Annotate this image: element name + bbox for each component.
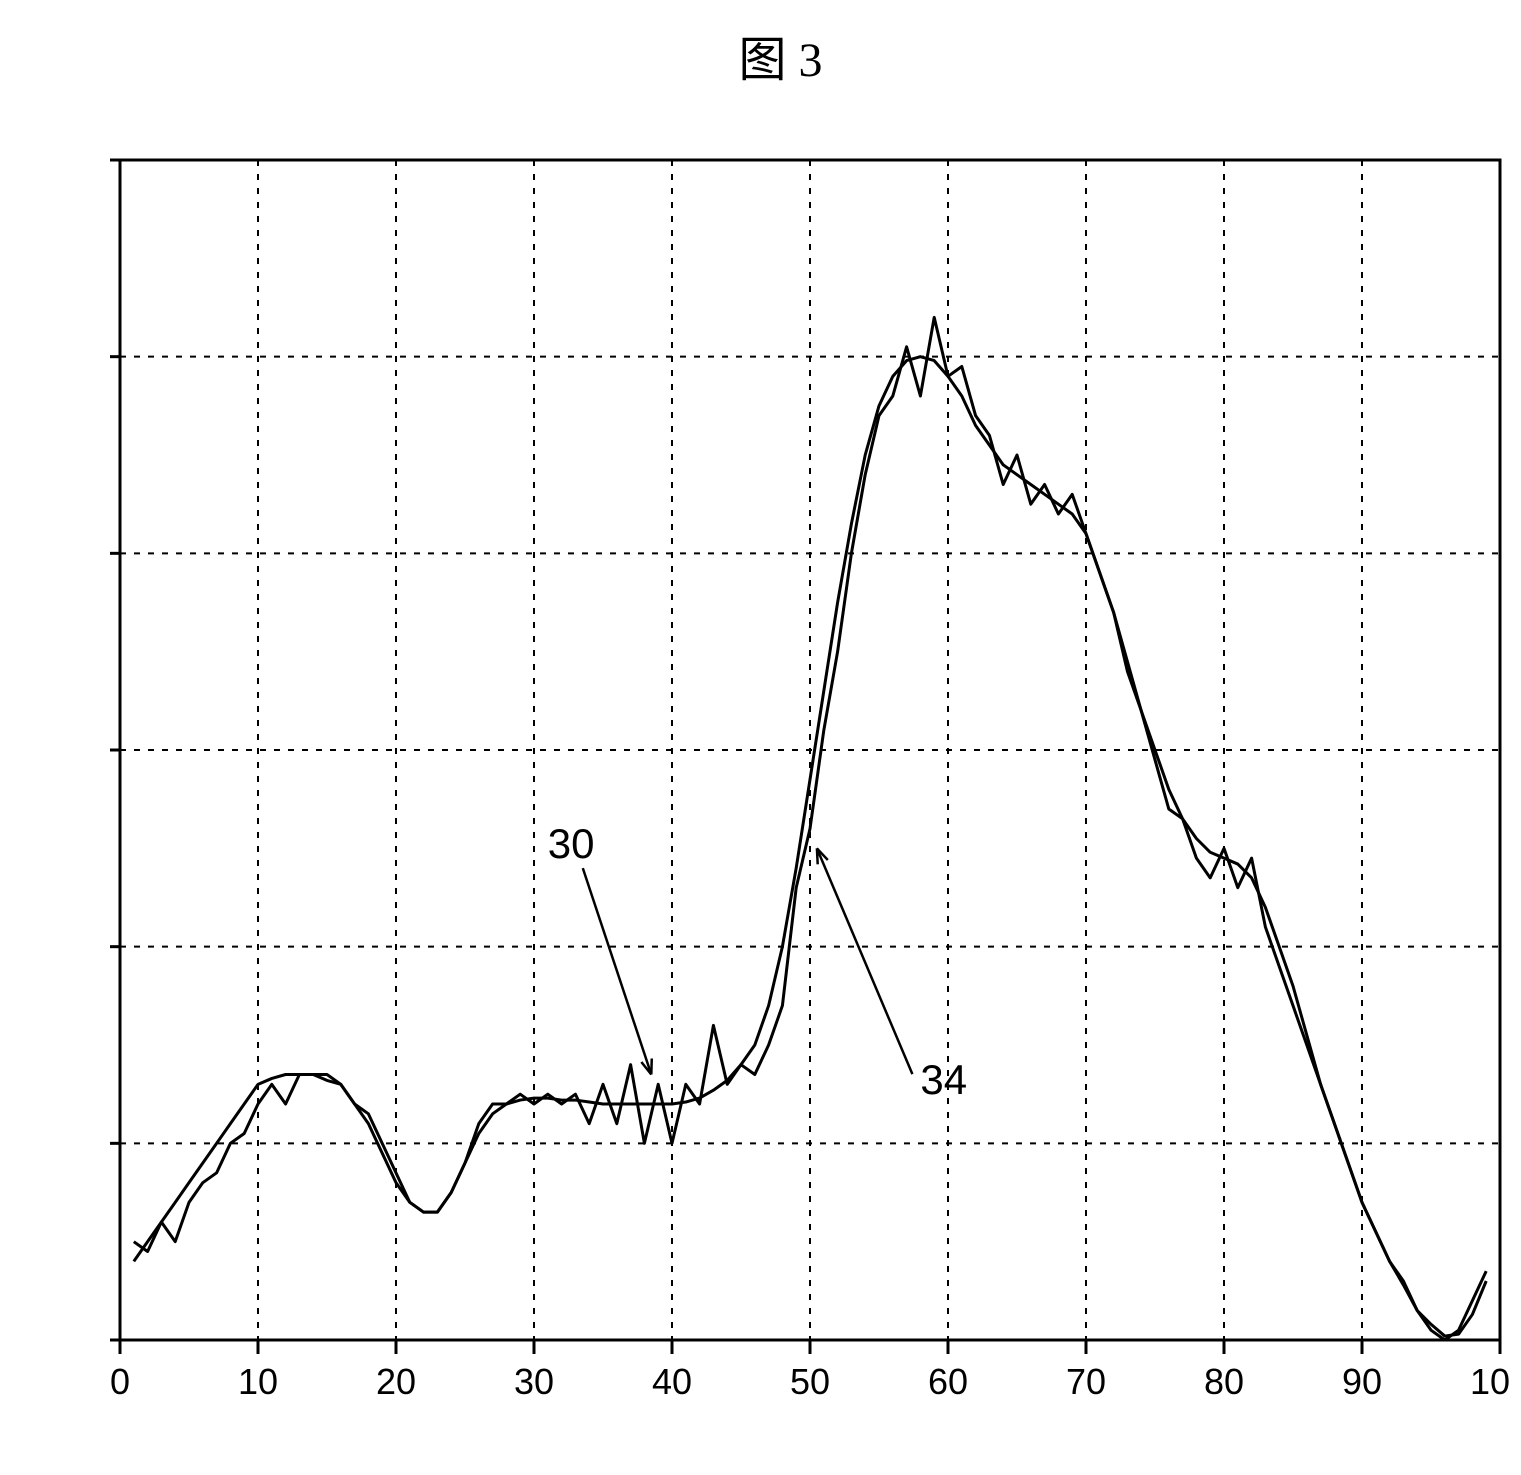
annotation-30-label: 30 [548, 820, 595, 867]
xtick-label: 50 [790, 1361, 830, 1402]
xtick-label: 10 [238, 1361, 278, 1402]
xtick-label: 90 [1342, 1361, 1382, 1402]
xtick-label: 30 [514, 1361, 554, 1402]
annotation-34-label: 34 [920, 1056, 967, 1103]
xtick-label: 0 [110, 1361, 130, 1402]
chart-title: 图 3 [20, 20, 1521, 90]
plot-area: 0102030405060708090100400410420430440450… [110, 150, 1510, 1350]
xtick-label: 80 [1204, 1361, 1244, 1402]
chart-container: 图 3 010203040506070809010040041042043044… [20, 20, 1521, 1455]
xtick-label: 70 [1066, 1361, 1106, 1402]
xtick-label: 20 [376, 1361, 416, 1402]
xtick-label: 40 [652, 1361, 692, 1402]
xtick-label: 60 [928, 1361, 968, 1402]
arrowhead [817, 848, 818, 864]
chart-svg: 0102030405060708090100400410420430440450… [110, 150, 1510, 1420]
xtick-label: 100 [1470, 1361, 1510, 1402]
